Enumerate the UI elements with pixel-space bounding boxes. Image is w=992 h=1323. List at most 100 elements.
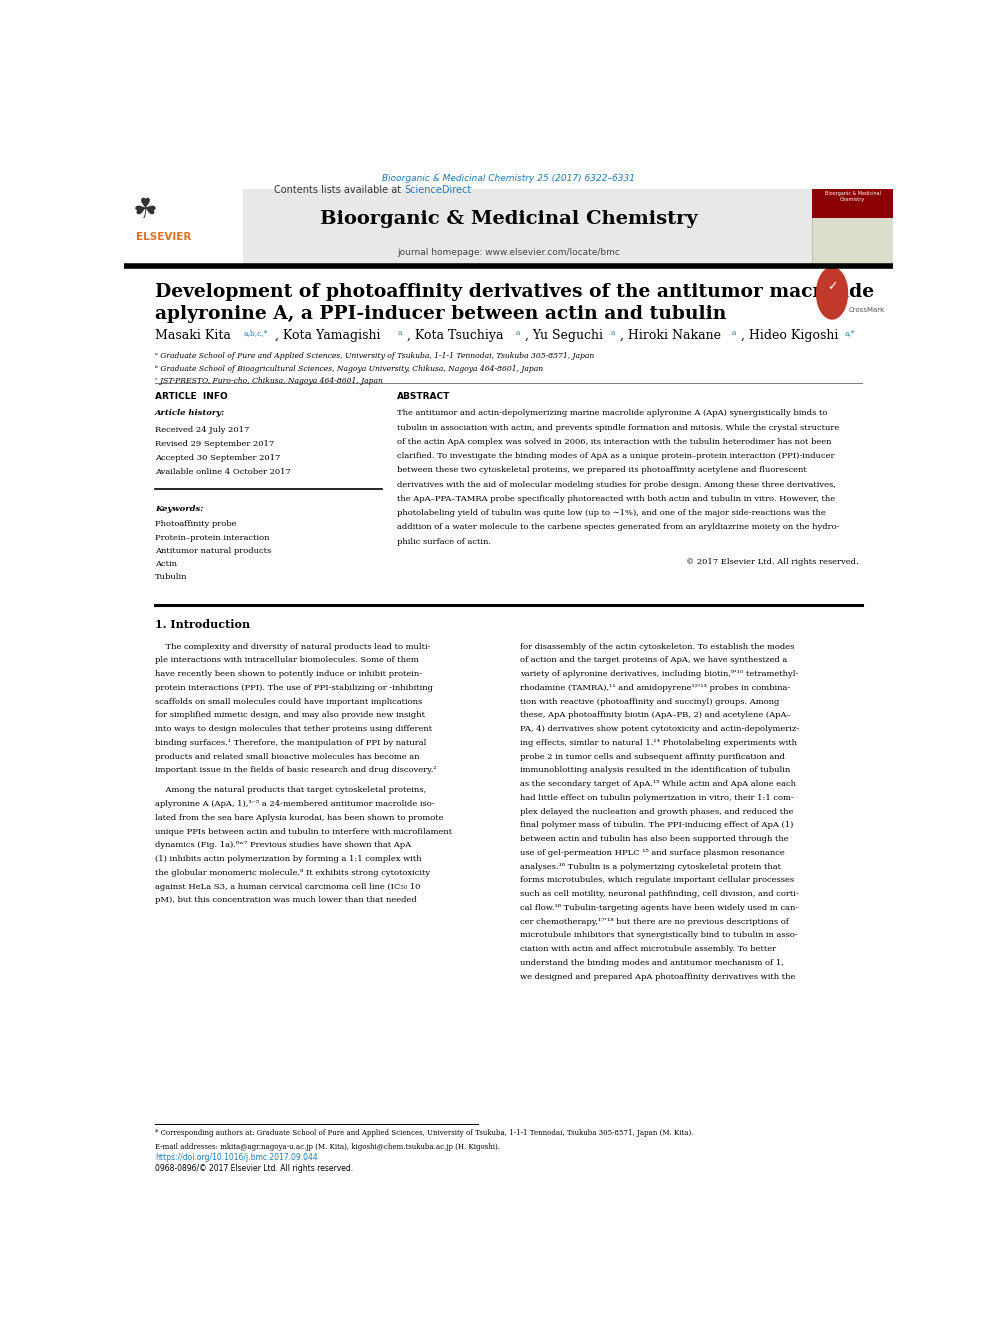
Text: Bioorganic & Medicinal Chemistry 25 (2017) 6322–6331: Bioorganic & Medicinal Chemistry 25 (201… — [382, 175, 635, 183]
Text: ARTICLE  INFO: ARTICLE INFO — [155, 392, 227, 401]
Text: ✓: ✓ — [826, 280, 837, 294]
Text: tion with reactive (photoaffinity and succinyl) groups. Among: tion with reactive (photoaffinity and su… — [520, 697, 780, 705]
Text: , Kota Yamagishi: , Kota Yamagishi — [276, 329, 381, 341]
Text: Received 24 July 2017: Received 24 July 2017 — [155, 426, 249, 434]
Text: ple interactions with intracellular biomolecules. Some of them: ple interactions with intracellular biom… — [155, 656, 419, 664]
Text: journal homepage: www.elsevier.com/locate/bmc: journal homepage: www.elsevier.com/locat… — [397, 249, 620, 258]
Text: Bioorganic & Medicinal
Chemistry: Bioorganic & Medicinal Chemistry — [824, 192, 881, 202]
Text: Tubulin: Tubulin — [155, 573, 187, 581]
Text: Actin: Actin — [155, 560, 177, 568]
Text: addition of a water molecule to the carbene species generated from an aryldiazri: addition of a water molecule to the carb… — [397, 524, 839, 532]
Text: Accepted 30 September 2017: Accepted 30 September 2017 — [155, 454, 280, 462]
Text: a,*: a,* — [844, 329, 855, 337]
Text: Among the natural products that target cytoskeletal proteins,: Among the natural products that target c… — [155, 786, 426, 794]
Text: 0968-0896/© 2017 Elsevier Ltd. All rights reserved.: 0968-0896/© 2017 Elsevier Ltd. All right… — [155, 1164, 353, 1174]
Text: Bioorganic & Medicinal Chemistry: Bioorganic & Medicinal Chemistry — [319, 209, 697, 228]
Text: cer chemotherapy,¹⁷ʹ¹⁸ but there are no previous descriptions of: cer chemotherapy,¹⁷ʹ¹⁸ but there are no … — [520, 918, 789, 926]
Text: ELSEVIER: ELSEVIER — [136, 232, 190, 242]
Text: the ApA–PPA–TAMRA probe specifically photoreacted with both actin and tubulin in: the ApA–PPA–TAMRA probe specifically pho… — [397, 495, 835, 503]
Text: E-mail addresses: mkita@agr.nagoya-u.ac.jp (M. Kita), kigoshi@chem.tsukuba.ac.jp: E-mail addresses: mkita@agr.nagoya-u.ac.… — [155, 1143, 500, 1151]
Text: of the actin ApA complex was solved in 2006, its interaction with the tubulin he: of the actin ApA complex was solved in 2… — [397, 438, 831, 446]
Text: use of gel-permeation HPLC ¹⁵ and surface plasmon resonance: use of gel-permeation HPLC ¹⁵ and surfac… — [520, 849, 785, 857]
Text: immunoblotting analysis resulted in the identification of tubulin: immunoblotting analysis resulted in the … — [520, 766, 791, 774]
Text: philic surface of actin.: philic surface of actin. — [397, 537, 491, 545]
Text: aplyronine A (ApA, 1),³⁻⁵ a 24-membered antitumor macrolide iso-: aplyronine A (ApA, 1),³⁻⁵ a 24-membered … — [155, 800, 434, 808]
Text: ☘: ☘ — [133, 196, 158, 225]
Text: had little effect on tubulin polymerization in vitro, their 1:1 com-: had little effect on tubulin polymerizat… — [520, 794, 794, 802]
Text: cal flow.¹⁶ Tubulin-targeting agents have been widely used in can-: cal flow.¹⁶ Tubulin-targeting agents hav… — [520, 904, 799, 912]
Text: The antitumor and actin-depolymerizing marine macrolide aplyronine A (ApA) syner: The antitumor and actin-depolymerizing m… — [397, 409, 827, 417]
Text: the globular monomeric molecule.⁸ It exhibits strong cytotoxicity: the globular monomeric molecule.⁸ It exh… — [155, 869, 430, 877]
Text: a: a — [398, 329, 402, 337]
Text: against HeLa S3, a human cervical carcinoma cell line (IC₅₀ 10: against HeLa S3, a human cervical carcin… — [155, 882, 421, 890]
Text: lated from the sea hare Aplysia kurodai, has been shown to promote: lated from the sea hare Aplysia kurodai,… — [155, 814, 443, 822]
Text: ScienceDirect: ScienceDirect — [405, 185, 472, 196]
Text: for disassembly of the actin cytoskeleton. To establish the modes: for disassembly of the actin cytoskeleto… — [520, 643, 795, 651]
Text: into ways to design molecules that tether proteins using different: into ways to design molecules that tethe… — [155, 725, 432, 733]
Text: Keywords:: Keywords: — [155, 505, 203, 513]
Text: these, ApA photoaffinity biotin (ApA–PB, 2) and acetylene (ApA–: these, ApA photoaffinity biotin (ApA–PB,… — [520, 712, 791, 720]
Text: have recently been shown to potently induce or inhibit protein-: have recently been shown to potently ind… — [155, 671, 422, 679]
Text: ABSTRACT: ABSTRACT — [397, 392, 450, 401]
Bar — [812, 189, 893, 266]
Text: analyses.¹⁶ Tubulin is a polymerizing cytoskeletal protein that: analyses.¹⁶ Tubulin is a polymerizing cy… — [520, 863, 781, 871]
Text: Antitumor natural products: Antitumor natural products — [155, 546, 271, 554]
Text: as the secondary target of ApA.¹⁵ While actin and ApA alone each: as the secondary target of ApA.¹⁵ While … — [520, 781, 796, 789]
Text: we designed and prepared ApA photoaffinity derivatives with the: we designed and prepared ApA photoaffini… — [520, 972, 796, 980]
Text: ciation with actin and affect microtubule assembly. To better: ciation with actin and affect microtubul… — [520, 945, 776, 953]
Text: variety of aplyronine derivatives, including biotin,⁹ʹ¹⁰ tetramethyl-: variety of aplyronine derivatives, inclu… — [520, 671, 799, 679]
Text: , Kota Tsuchiya: , Kota Tsuchiya — [407, 329, 503, 341]
Text: ing effects, similar to natural 1.¹⁴ Photolabeling experiments with: ing effects, similar to natural 1.¹⁴ Pho… — [520, 740, 797, 747]
Text: Development of photoaffinity derivatives of the antitumor macrolide: Development of photoaffinity derivatives… — [155, 283, 874, 302]
Text: forms microtubules, which regulate important cellular processes: forms microtubules, which regulate impor… — [520, 876, 794, 885]
Text: products and related small bioactive molecules has become an: products and related small bioactive mol… — [155, 753, 420, 761]
Text: such as cell motility, neuronal pathfinding, cell division, and corti-: such as cell motility, neuronal pathfind… — [520, 890, 799, 898]
Text: derivatives with the aid of molecular modeling studies for probe design. Among t: derivatives with the aid of molecular mo… — [397, 480, 836, 488]
Text: ᵇ Graduate School of Bioagricultural Sciences, Nagoya University, Chikusa, Nagoy: ᵇ Graduate School of Bioagricultural Sci… — [155, 365, 543, 373]
Text: Photoaffinity probe: Photoaffinity probe — [155, 520, 236, 528]
Text: photolabeling yield of tubulin was quite low (up to ∼1%), and one of the major s: photolabeling yield of tubulin was quite… — [397, 509, 825, 517]
Bar — [812, 189, 893, 218]
Text: PA, 4) derivatives show potent cytotoxicity and actin-depolymeriz-: PA, 4) derivatives show potent cytotoxic… — [520, 725, 800, 733]
Text: for simplified mimetic design, and may also provide new insight: for simplified mimetic design, and may a… — [155, 712, 425, 720]
Text: https://doi.org/10.1016/j.bmc.2017.09.044: https://doi.org/10.1016/j.bmc.2017.09.04… — [155, 1154, 317, 1162]
Text: a: a — [731, 329, 736, 337]
Text: * Corresponding authors at: Graduate School of Pure and Applied Sciences, Univer: * Corresponding authors at: Graduate Sch… — [155, 1129, 693, 1136]
Text: important issue in the fields of basic research and drug discovery.²: important issue in the fields of basic r… — [155, 766, 436, 774]
Ellipse shape — [815, 267, 848, 320]
Text: Protein–protein interaction: Protein–protein interaction — [155, 533, 269, 541]
Text: Revised 29 September 2017: Revised 29 September 2017 — [155, 441, 274, 448]
Text: microtubule inhibitors that synergistically bind to tubulin in asso-: microtubule inhibitors that synergistica… — [520, 931, 798, 939]
Text: , Hideo Kigoshi: , Hideo Kigoshi — [741, 329, 838, 341]
Text: CrossMark: CrossMark — [849, 307, 885, 314]
Text: a,b,c,*: a,b,c,* — [244, 329, 269, 337]
Text: of action and the target proteins of ApA, we have synthesized a: of action and the target proteins of ApA… — [520, 656, 788, 664]
Text: ᵃ Graduate School of Pure and Applied Sciences, University of Tsukuba, 1-1-1 Ten: ᵃ Graduate School of Pure and Applied Sc… — [155, 352, 594, 360]
Text: scaffolds on small molecules could have important implications: scaffolds on small molecules could have … — [155, 697, 422, 705]
Text: tubulin in association with actin, and prevents spindle formation and mitosis. W: tubulin in association with actin, and p… — [397, 423, 839, 431]
Text: a: a — [611, 329, 615, 337]
Text: pM), but this concentration was much lower than that needed: pM), but this concentration was much low… — [155, 896, 417, 905]
Text: , Hiroki Nakane: , Hiroki Nakane — [620, 329, 721, 341]
Text: protein interactions (PPI). The use of PPI-stabilizing or -inhibiting: protein interactions (PPI). The use of P… — [155, 684, 433, 692]
Text: Available online 4 October 2017: Available online 4 October 2017 — [155, 468, 291, 476]
Text: dynamics (Fig. 1a).⁶ʷ⁷ Previous studies have shown that ApA: dynamics (Fig. 1a).⁶ʷ⁷ Previous studies … — [155, 841, 411, 849]
Text: a: a — [516, 329, 521, 337]
Text: (1) inhibits actin polymerization by forming a 1:1 complex with: (1) inhibits actin polymerization by for… — [155, 855, 422, 863]
Text: plex delayed the nucleation and growth phases, and reduced the: plex delayed the nucleation and growth p… — [520, 807, 794, 816]
Text: Article history:: Article history: — [155, 409, 225, 417]
Text: between these two cytoskeletal proteins, we prepared its photoaffinity acetylene: between these two cytoskeletal proteins,… — [397, 467, 806, 475]
Text: probe 2 in tumor cells and subsequent affinity purification and: probe 2 in tumor cells and subsequent af… — [520, 753, 785, 761]
Bar — [124, 189, 243, 266]
Text: between actin and tubulin has also been supported through the: between actin and tubulin has also been … — [520, 835, 789, 843]
Bar — [124, 189, 893, 266]
Text: unique PPIs between actin and tubulin to interfere with microfilament: unique PPIs between actin and tubulin to… — [155, 828, 452, 836]
Text: 1. Introduction: 1. Introduction — [155, 619, 250, 630]
Text: clarified. To investigate the binding modes of ApA as a unique protein–protein i: clarified. To investigate the binding mo… — [397, 452, 834, 460]
Text: Masaki Kita: Masaki Kita — [155, 329, 230, 341]
Text: © 2017 Elsevier Ltd. All rights reserved.: © 2017 Elsevier Ltd. All rights reserved… — [685, 558, 858, 566]
Text: The complexity and diversity of natural products lead to multi-: The complexity and diversity of natural … — [155, 643, 431, 651]
Text: final polymer mass of tubulin. The PPI-inducing effect of ApA (1): final polymer mass of tubulin. The PPI-i… — [520, 822, 794, 830]
Text: , Yu Seguchi: , Yu Seguchi — [526, 329, 603, 341]
Text: ᶜ JST-PRESTO, Furo-cho, Chikusa, Nagoya 464-8601, Japan: ᶜ JST-PRESTO, Furo-cho, Chikusa, Nagoya … — [155, 377, 383, 385]
